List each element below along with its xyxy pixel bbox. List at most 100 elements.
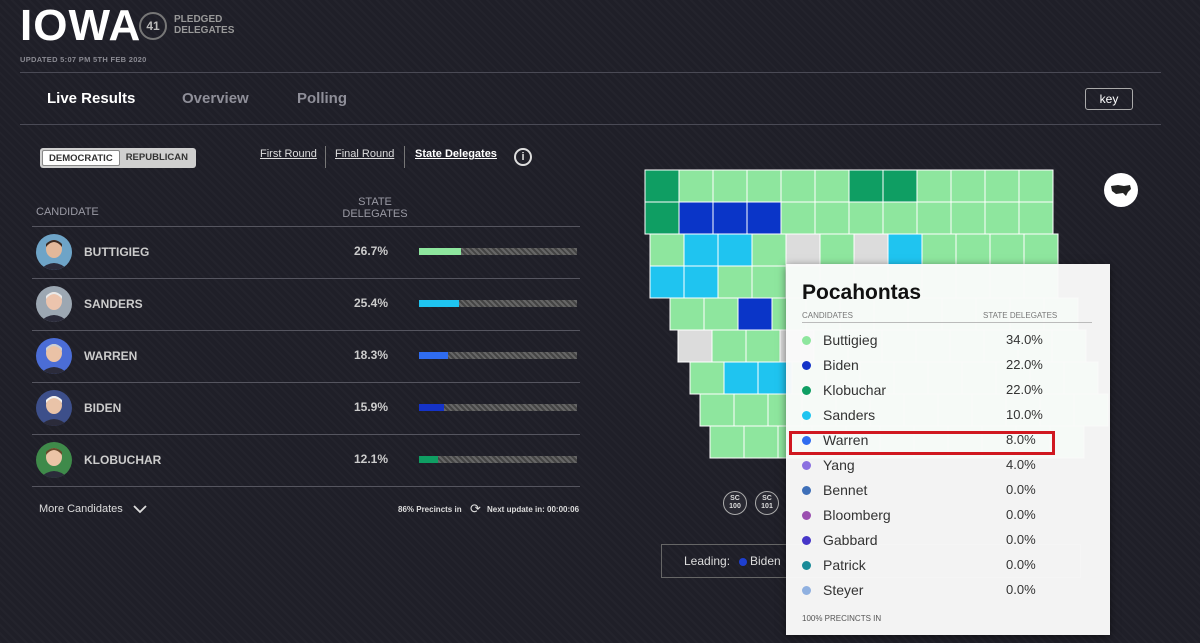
- democratic-toggle[interactable]: DEMOCRATIC: [42, 150, 120, 166]
- county-shape[interactable]: [989, 233, 1025, 267]
- candidate-row[interactable]: KLOBUCHAR 12.1%: [32, 434, 580, 486]
- key-button[interactable]: key: [1085, 88, 1133, 110]
- highlight-box: [789, 431, 1055, 455]
- tab-first-round[interactable]: First Round: [260, 148, 317, 160]
- county-shape[interactable]: [669, 297, 705, 331]
- candidate-avatar: [36, 338, 72, 374]
- county-shape[interactable]: [717, 265, 753, 299]
- county-result-row: Bennet 0.0%: [802, 480, 1092, 505]
- us-map-icon[interactable]: [1104, 173, 1138, 207]
- county-shape[interactable]: [780, 169, 816, 203]
- candidate-color-dot: [802, 461, 811, 470]
- county-shape[interactable]: [916, 169, 952, 203]
- county-shape[interactable]: [853, 233, 889, 267]
- county-shape[interactable]: [1023, 233, 1059, 267]
- county-shape[interactable]: [644, 169, 680, 203]
- candidate-name: Yang: [823, 457, 855, 473]
- candidate-percent: 0.0%: [1006, 582, 1036, 597]
- county-shape[interactable]: [984, 169, 1020, 203]
- county-shape[interactable]: [887, 233, 923, 267]
- candidate-color-dot: [802, 386, 811, 395]
- county-shape[interactable]: [712, 169, 748, 203]
- county-shape[interactable]: [950, 169, 986, 203]
- county-shape[interactable]: [699, 393, 735, 427]
- candidate-color-dot: [802, 536, 811, 545]
- county-shape[interactable]: [733, 393, 769, 427]
- county-shape[interactable]: [678, 169, 714, 203]
- county-shape[interactable]: [1018, 169, 1054, 203]
- county-shape[interactable]: [723, 361, 759, 395]
- badge-line: 100: [729, 503, 741, 510]
- county-shape[interactable]: [882, 201, 918, 235]
- county-shape[interactable]: [689, 361, 725, 395]
- state-title: IOWA: [20, 1, 142, 50]
- county-shape[interactable]: [785, 233, 821, 267]
- more-candidates-button[interactable]: More Candidates: [39, 503, 148, 515]
- county-shape[interactable]: [814, 201, 850, 235]
- county-shape[interactable]: [683, 233, 719, 267]
- county-shape[interactable]: [848, 169, 884, 203]
- county-shape[interactable]: [1018, 201, 1054, 235]
- republican-toggle[interactable]: REPUBLICAN: [125, 152, 188, 163]
- county-shape[interactable]: [677, 329, 713, 363]
- candidate-row[interactable]: SANDERS 25.4%: [32, 278, 580, 330]
- county-shape[interactable]: [780, 201, 816, 235]
- candidate-avatar: [36, 286, 72, 322]
- county-shape[interactable]: [955, 233, 991, 267]
- candidate-percent: 0.0%: [1006, 482, 1036, 497]
- county-shape[interactable]: [745, 329, 781, 363]
- county-result-row: Klobuchar 22.0%: [802, 380, 1092, 405]
- county-shape[interactable]: [678, 201, 714, 235]
- delegate-bar-fill: [419, 300, 460, 307]
- county-shape[interactable]: [683, 265, 719, 299]
- county-shape[interactable]: [746, 169, 782, 203]
- county-shape[interactable]: [649, 265, 685, 299]
- tab-final-round[interactable]: Final Round: [335, 148, 395, 160]
- county-shape[interactable]: [703, 297, 739, 331]
- county-shape[interactable]: [751, 233, 787, 267]
- county-shape[interactable]: [950, 201, 986, 235]
- satellite-caucus-badge[interactable]: SC 100: [723, 491, 747, 515]
- candidate-percent: 0.0%: [1006, 557, 1036, 572]
- tab-live-results[interactable]: Live Results: [47, 90, 136, 107]
- updated-timestamp: UPDATED 5:07 PM 5TH FEB 2020: [20, 55, 147, 64]
- county-shape[interactable]: [737, 297, 773, 331]
- tab-state-delegates[interactable]: State Delegates: [415, 148, 497, 160]
- tab-overview[interactable]: Overview: [182, 90, 249, 107]
- county-shape[interactable]: [921, 233, 957, 267]
- satellite-caucus-badge[interactable]: SC 101: [755, 491, 779, 515]
- candidate-color-dot: [802, 561, 811, 570]
- party-toggle[interactable]: DEMOCRATIC REPUBLICAN: [40, 148, 196, 168]
- candidate-color-dot: [802, 586, 811, 595]
- county-shape[interactable]: [743, 425, 779, 459]
- delegate-bar-fill: [419, 352, 448, 359]
- info-icon[interactable]: i: [514, 148, 532, 166]
- divider: [32, 486, 580, 487]
- county-shape[interactable]: [712, 201, 748, 235]
- county-shape[interactable]: [644, 201, 680, 235]
- county-result-row: Yang 4.0%: [802, 455, 1092, 480]
- candidate-name: Steyer: [823, 582, 864, 598]
- county-shape[interactable]: [649, 233, 685, 267]
- county-shape[interactable]: [751, 265, 787, 299]
- candidate-percent: 10.0%: [1006, 407, 1043, 422]
- candidate-row[interactable]: BIDEN 15.9%: [32, 382, 580, 434]
- county-shape[interactable]: [819, 233, 855, 267]
- county-result-row: Gabbard 0.0%: [802, 530, 1092, 555]
- county-shape[interactable]: [984, 201, 1020, 235]
- tab-polling[interactable]: Polling: [297, 90, 347, 107]
- delegate-bar: [419, 352, 577, 359]
- candidate-row[interactable]: BUTTIGIEG 26.7%: [32, 226, 580, 278]
- county-shape[interactable]: [746, 201, 782, 235]
- candidate-percent: 8.0%: [1006, 432, 1036, 447]
- candidate-row[interactable]: WARREN 18.3%: [32, 330, 580, 382]
- candidate-name: Biden: [823, 357, 859, 373]
- county-shape[interactable]: [814, 169, 850, 203]
- candidate-name: Bloomberg: [823, 507, 891, 523]
- county-shape[interactable]: [709, 425, 745, 459]
- county-shape[interactable]: [717, 233, 753, 267]
- county-shape[interactable]: [711, 329, 747, 363]
- county-shape[interactable]: [916, 201, 952, 235]
- county-shape[interactable]: [848, 201, 884, 235]
- county-shape[interactable]: [882, 169, 918, 203]
